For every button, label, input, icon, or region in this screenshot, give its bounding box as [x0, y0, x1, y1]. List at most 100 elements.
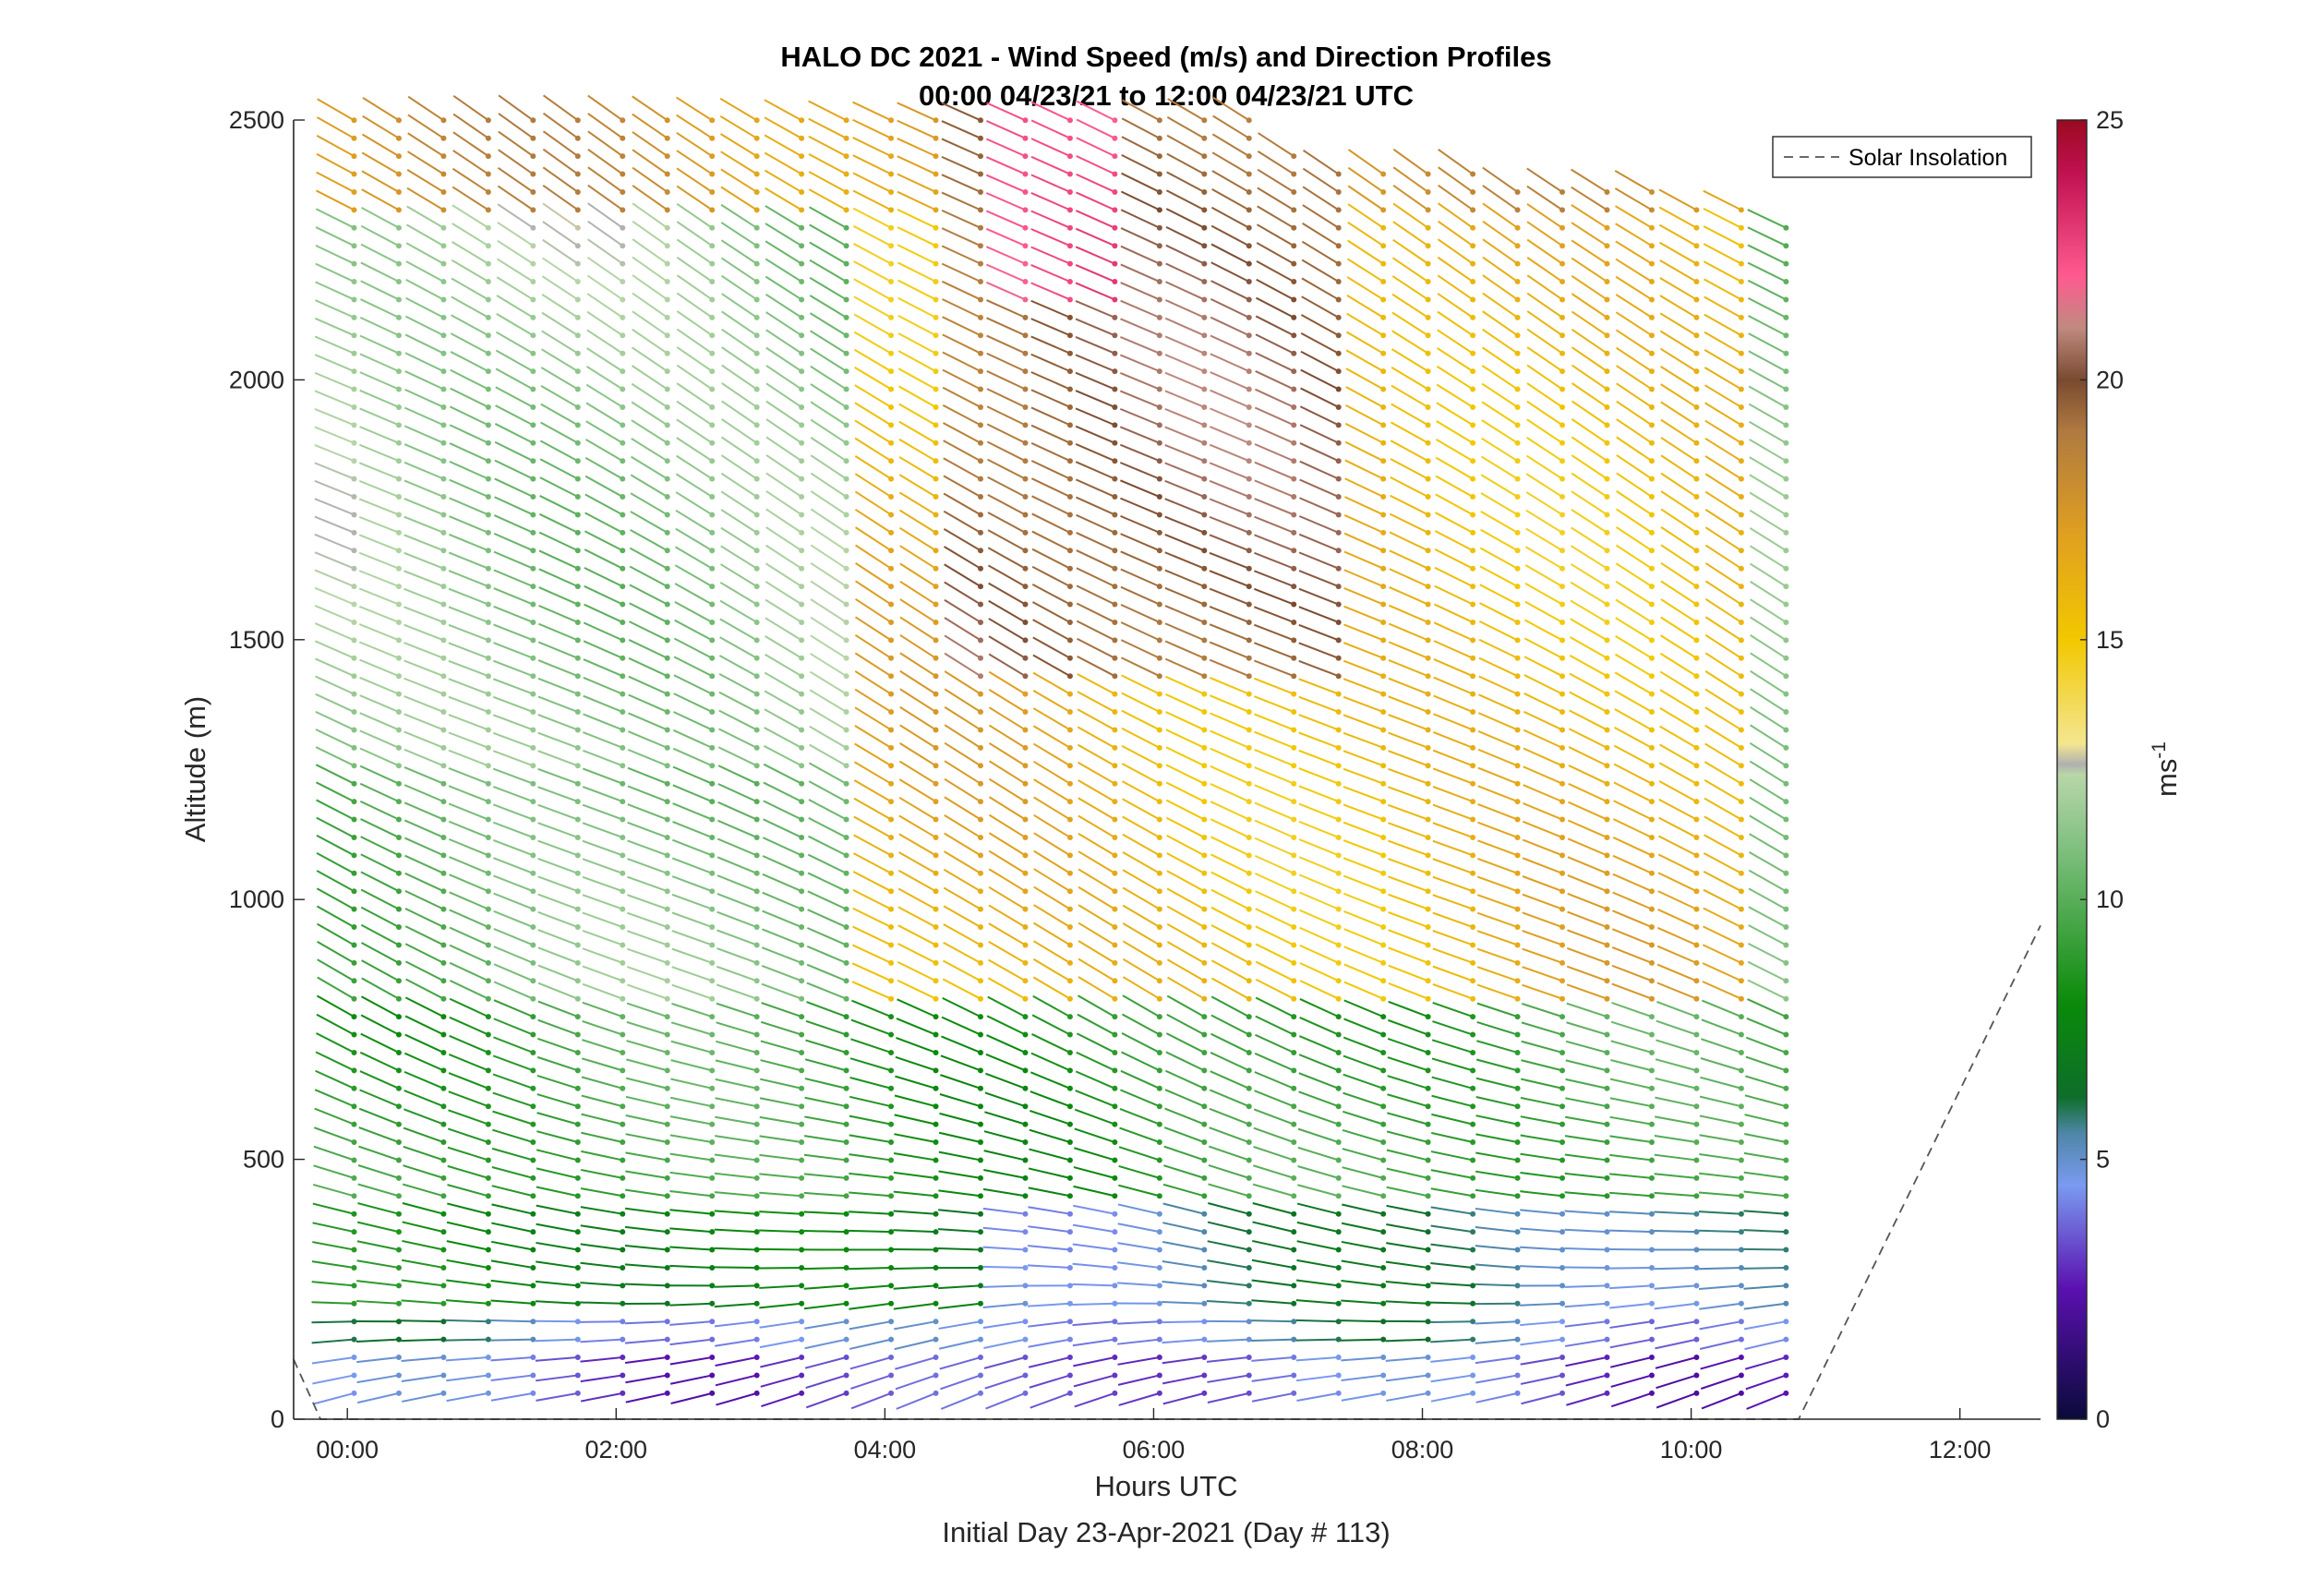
wind-barb [1475, 1077, 1518, 1090]
wind-barb [632, 310, 668, 337]
wind-barb-dot [1470, 816, 1476, 823]
wind-barb-dot [1291, 458, 1297, 464]
wind-barb-dot [1425, 529, 1431, 536]
wind-barb-dot [664, 780, 670, 787]
wind-barb [1611, 928, 1653, 946]
wind-barb [669, 1227, 713, 1234]
wind-barb-dot [1514, 870, 1521, 876]
wind-barb-dot [1246, 368, 1252, 375]
wind-barb [715, 1078, 757, 1090]
wind-barb-dot [351, 565, 357, 572]
wind-barb-dot [440, 1300, 447, 1307]
wind-barb [804, 1078, 847, 1090]
wind-barb [311, 1260, 355, 1269]
wind-barb [854, 402, 892, 427]
wind-barb-dot [1559, 799, 1566, 805]
wind-barb [587, 238, 623, 265]
wind-barb [1704, 544, 1742, 570]
wind-barb [1430, 1206, 1474, 1215]
wind-barb-dot [1291, 780, 1297, 787]
wind-barb [1030, 192, 1071, 211]
wind-barb [1165, 764, 1205, 785]
wind-barb-dot [440, 386, 447, 392]
wind-barb-dot [1425, 224, 1431, 231]
wind-barb [403, 677, 444, 695]
wind-barb [1341, 1319, 1384, 1323]
wind-barb [806, 945, 847, 964]
wind-barb-dot [530, 655, 536, 661]
wind-barb-dot [753, 763, 760, 769]
wind-barb-dot [1201, 188, 1208, 195]
wind-barb [849, 1284, 892, 1291]
wind-barb-dot [977, 1319, 983, 1325]
wind-barb [1614, 708, 1653, 731]
wind-barb-dot [843, 153, 849, 160]
wind-barb-dot [1648, 279, 1655, 285]
wind-barb-dot [1246, 1174, 1252, 1181]
wind-barb-dot [1291, 995, 1297, 1002]
wind-barb-dot [485, 188, 491, 195]
wind-barb [985, 138, 1026, 158]
wind-barb-dot [1156, 655, 1162, 661]
wind-barb [537, 964, 579, 982]
wind-barb-dot [1291, 834, 1297, 840]
wind-barb-dot [440, 494, 447, 500]
wind-barb [720, 151, 758, 175]
wind-barb-dot [1693, 619, 1700, 625]
wind-barb [676, 221, 713, 247]
wind-barb [943, 923, 981, 946]
wind-barb [1206, 1280, 1249, 1287]
wind-barb [1208, 1145, 1250, 1162]
wind-barb-dot [753, 1229, 760, 1235]
wind-barb-dot [1291, 601, 1297, 608]
wind-barb-dot [1066, 171, 1073, 177]
wind-barb [1476, 966, 1518, 982]
wind-barb [1565, 1078, 1608, 1090]
wind-barb [986, 334, 1026, 355]
wind-barb [542, 148, 579, 175]
wind-barb-dot [1738, 1390, 1744, 1396]
wind-barb [535, 1356, 578, 1362]
wind-barb-dot [440, 816, 447, 823]
wind-barb-dot [351, 404, 357, 410]
wind-barb-dot [574, 207, 581, 213]
wind-barb-dot [395, 296, 402, 303]
wind-barb-dot [1022, 1390, 1029, 1396]
wind-barb-dot [1156, 458, 1162, 464]
wind-barb-dot [1246, 207, 1252, 213]
wind-barb [1032, 725, 1071, 749]
wind-barb-dot [395, 942, 402, 948]
wind-barb [985, 1053, 1026, 1072]
wind-barb-dot [1246, 799, 1252, 805]
wind-barb [1746, 1391, 1787, 1410]
wind-barb-dot [1514, 476, 1521, 482]
wind-barb-dot [1559, 1031, 1566, 1038]
wind-barb [452, 223, 489, 247]
wind-barb [538, 604, 579, 623]
wind-barb-dot [888, 548, 895, 554]
wind-barb [943, 475, 981, 498]
wind-barb-dot [664, 888, 670, 895]
wind-barb-dot [351, 529, 357, 536]
wind-barb [492, 803, 534, 821]
wind-barb-dot [664, 188, 670, 195]
wind-barb-dot [709, 260, 716, 267]
wind-barb [1609, 1356, 1653, 1368]
wind-barb [1298, 551, 1340, 570]
wind-barb [1117, 1374, 1161, 1386]
wind-barb-dot [1738, 1283, 1744, 1289]
wind-barb [1656, 1000, 1697, 1018]
wind-barb-dot [440, 1193, 447, 1199]
wind-barb-dot [351, 888, 357, 895]
wind-barb-dot [1112, 1139, 1118, 1146]
wind-barb-dot [395, 780, 402, 787]
wind-barb-dot [1738, 673, 1744, 680]
wind-barb-dot [1648, 1211, 1655, 1217]
wind-barb-dot [977, 368, 983, 375]
wind-barb-dot [977, 852, 983, 859]
wind-barb-dot [1738, 584, 1744, 590]
wind-barb-dot [1246, 224, 1252, 231]
wind-barb [1076, 155, 1115, 175]
wind-barb-dot [977, 512, 983, 518]
wind-barb [585, 383, 623, 408]
